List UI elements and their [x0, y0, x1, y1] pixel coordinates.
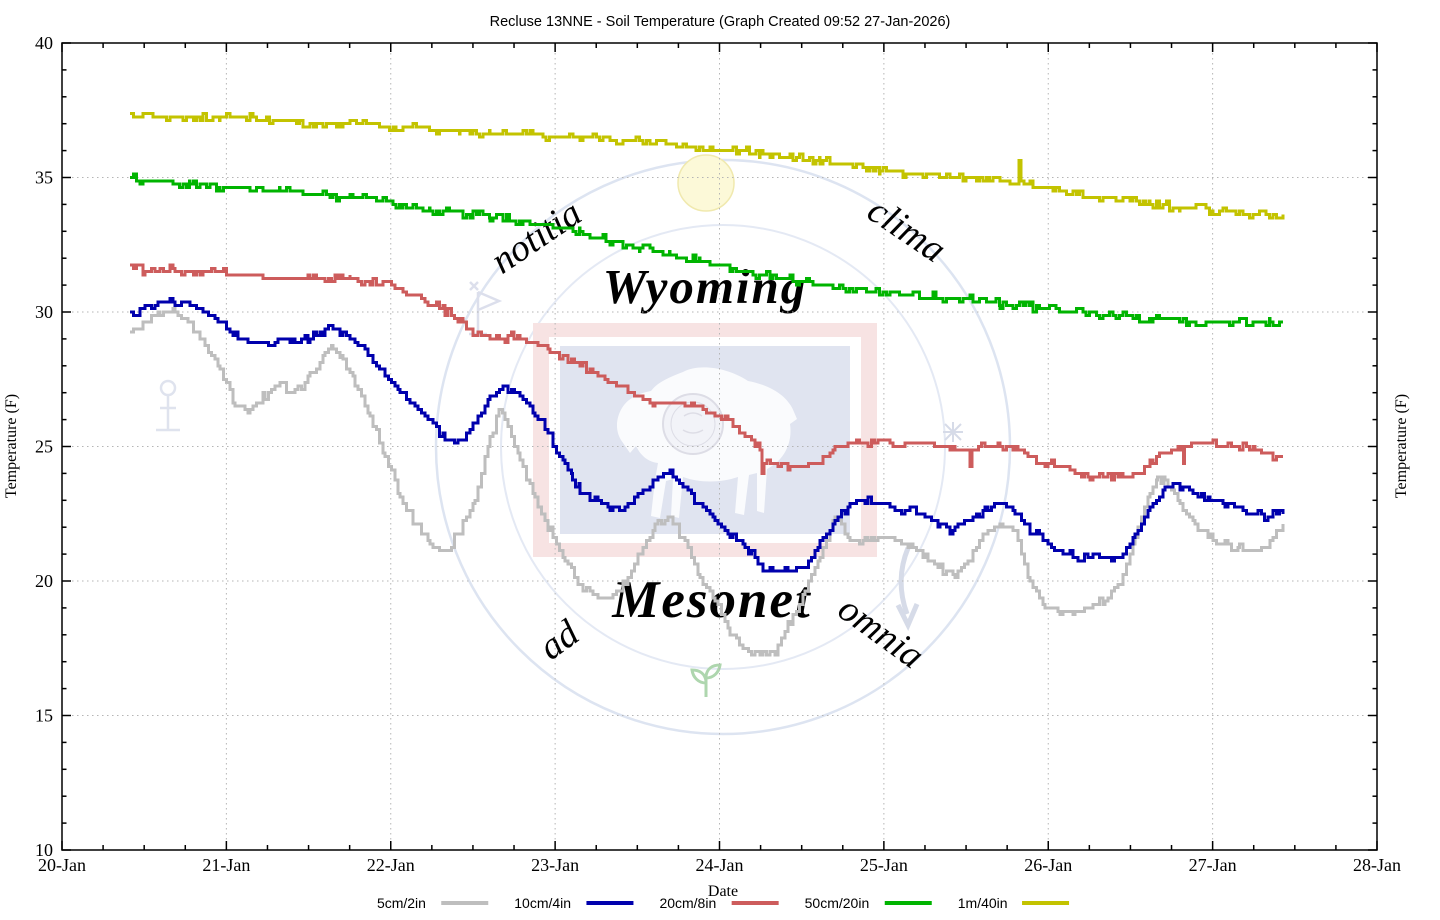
down-arrow-icon	[895, 422, 963, 631]
legend-label: 1m/40in	[958, 895, 1008, 911]
series-line-10cm-4in	[130, 297, 1285, 573]
watermark-motto-notitia: notitia	[483, 192, 589, 282]
gridlines	[62, 43, 1377, 850]
y-axis-label-right: Temperature (F)	[1393, 394, 1410, 498]
wyoming-flag	[533, 323, 877, 557]
watermark-motto-omnia: omnia	[830, 587, 932, 677]
x-tick-label: 21-Jan	[202, 855, 250, 875]
legend-label: 5cm/2in	[377, 895, 426, 911]
x-tick-label: 28-Jan	[1353, 855, 1401, 875]
x-tick-label: 25-Jan	[860, 855, 908, 875]
y-tick-label: 20	[35, 571, 53, 591]
y-tick-label: 35	[35, 168, 53, 188]
station-glyph-left-icon	[156, 379, 180, 432]
y-tick-label: 15	[35, 706, 53, 726]
series-line-5cm-2in	[130, 307, 1285, 657]
legend-label: 50cm/20in	[805, 895, 870, 911]
legend-item: 20cm/8in	[659, 895, 779, 911]
y-tick-label: 40	[35, 33, 53, 53]
legend-label: 10cm/4in	[514, 895, 571, 911]
sprout-icon	[690, 663, 722, 697]
x-tick-label: 27-Jan	[1189, 855, 1237, 875]
series-line-50cm-20in	[130, 172, 1283, 327]
y-tick-label: 25	[35, 437, 53, 457]
watermark-region-name: Wyoming	[603, 259, 808, 314]
chart-title: Recluse 13NNE - Soil Temperature (Graph …	[490, 14, 951, 30]
series-line-20cm-8in	[130, 263, 1283, 482]
x-tick-label: 23-Jan	[531, 855, 579, 875]
y-axis-label-left: Temperature (F)	[3, 394, 20, 498]
x-tick-label: 20-Jan	[38, 855, 86, 875]
y-tick-label: 30	[35, 302, 53, 322]
legend-label: 20cm/8in	[659, 895, 716, 911]
plot-frame	[61, 42, 1378, 851]
x-tick-label: 24-Jan	[696, 855, 744, 875]
tick-labels: 20-Jan 21-Jan 22-Jan 23-Jan 24-Jan 25-Jan 26-J…	[35, 33, 1401, 875]
legend-item: 5cm/2in	[377, 895, 489, 911]
legend: 5cm/2in 10cm/4in 20cm/8in 50cm/20in 1m/40in	[377, 895, 1070, 911]
x-axis-label: Date	[708, 883, 738, 900]
y-tick-label: 10	[35, 840, 53, 860]
watermark-network-name: Mesonet	[611, 571, 812, 629]
sun-icon	[677, 154, 735, 212]
legend-item: 1m/40in	[958, 895, 1070, 911]
watermark: notitia clima ad omnia Wyoming Mesonet	[156, 154, 1012, 736]
watermark-motto-ad: ad	[531, 612, 587, 669]
data-series	[130, 112, 1285, 657]
x-tick-label: 26-Jan	[1024, 855, 1072, 875]
x-tick-label: 22-Jan	[367, 855, 415, 875]
legend-item: 10cm/4in	[514, 895, 634, 911]
series-line-1m-40in	[130, 112, 1285, 220]
legend-item: 50cm/20in	[805, 895, 932, 911]
